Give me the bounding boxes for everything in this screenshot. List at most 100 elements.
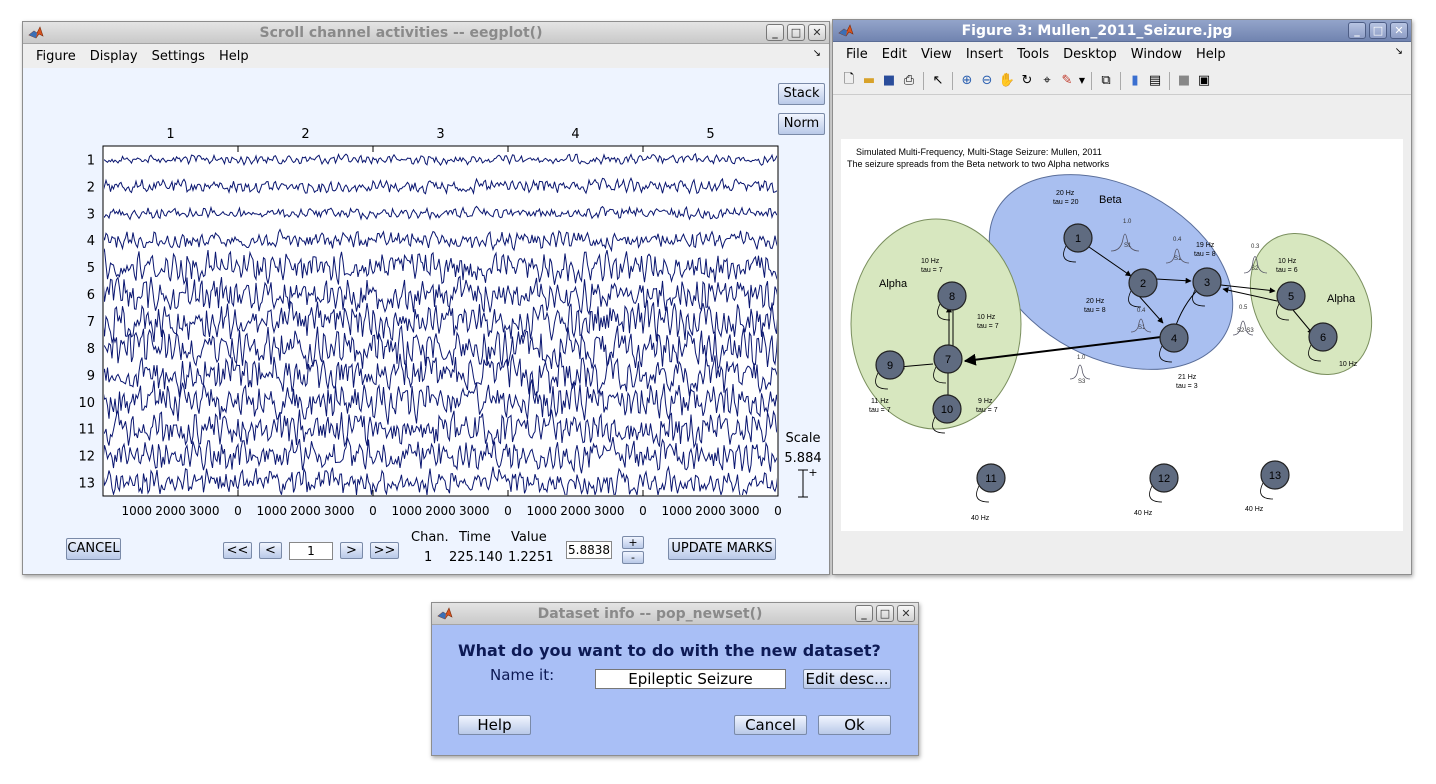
first-page-button[interactable]: << xyxy=(223,542,252,559)
eegplot-titlebar[interactable]: Scroll channel activities -- eegplot() _… xyxy=(23,22,829,44)
node-label: 10 xyxy=(941,404,953,416)
menu-dock-arrow-icon[interactable]: ↘ xyxy=(1394,46,1403,57)
figure3-titlebar[interactable]: Figure 3: Mullen_2011_Seizure.jpg _ □ ✕ xyxy=(833,20,1411,42)
channel-trace xyxy=(104,228,777,253)
close-button[interactable]: ✕ xyxy=(897,605,915,622)
menu-insert[interactable]: Insert xyxy=(965,46,1004,62)
menu-figure[interactable]: Figure xyxy=(36,48,76,64)
close-button[interactable]: ✕ xyxy=(808,24,826,41)
zoom-out-icon[interactable]: ⊖ xyxy=(981,73,993,88)
network-node xyxy=(932,394,962,424)
network-node xyxy=(1192,267,1222,297)
minimize-button[interactable]: _ xyxy=(766,24,784,41)
dock-icon[interactable]: ▣ xyxy=(1197,73,1211,88)
dropdown-icon[interactable]: ▼ xyxy=(1078,76,1086,85)
time-tick-label: 1000 xyxy=(661,504,692,518)
maximize-button[interactable]: □ xyxy=(787,24,805,41)
node-label: 1 xyxy=(1075,233,1081,245)
scale-value: 5.884 xyxy=(784,451,821,466)
node-label: 8 xyxy=(949,291,955,303)
menu-window[interactable]: Window xyxy=(1130,46,1183,62)
help-button[interactable]: Help xyxy=(458,715,531,735)
note-n2-tau: tau = 8 xyxy=(1084,307,1106,314)
maximize-button[interactable]: □ xyxy=(876,605,894,622)
dataset-titlebar[interactable]: Dataset info -- pop_newset() _ □ ✕ xyxy=(432,603,918,625)
time-header: Time xyxy=(459,530,491,545)
menu-desktop[interactable]: Desktop xyxy=(1063,46,1117,62)
note-n9-tau: tau = 7 xyxy=(869,407,891,414)
next-page-button[interactable]: > xyxy=(340,542,363,559)
scale-input[interactable] xyxy=(566,541,612,559)
menu-help[interactable]: Help xyxy=(1196,46,1226,62)
rotate-icon[interactable]: ↻ xyxy=(1021,73,1033,88)
node-label: 11 xyxy=(985,473,996,485)
scale-plus-button[interactable]: + xyxy=(622,536,644,549)
menu-display[interactable]: Display xyxy=(89,48,138,64)
menu-view[interactable]: View xyxy=(920,46,952,62)
matlab-logo-icon xyxy=(28,25,44,41)
menu-edit[interactable]: Edit xyxy=(881,46,907,62)
new-file-icon[interactable]: 🗋 xyxy=(843,71,855,87)
channel-label: 1 xyxy=(87,153,95,168)
minimize-button[interactable]: _ xyxy=(855,605,873,622)
channel-label: 3 xyxy=(87,207,95,222)
menu-settings[interactable]: Settings xyxy=(151,48,205,64)
hide-tools-icon[interactable]: ■ xyxy=(1177,73,1191,88)
edit-desc-button[interactable]: Edit desc... xyxy=(803,669,891,689)
prev-page-button[interactable]: < xyxy=(259,542,282,559)
seizure-network-diagram[interactable]: Simulated Multi-Frequency, Multi-Stage S… xyxy=(841,139,1403,531)
ok-button[interactable]: Ok xyxy=(818,715,891,735)
scale-minus-button[interactable]: - xyxy=(622,551,644,564)
time-tick-label: 2000 xyxy=(290,504,321,518)
value-header: Value xyxy=(511,530,547,545)
pan-icon[interactable]: ✋ xyxy=(998,73,1016,88)
last-page-button[interactable]: >> xyxy=(370,542,399,559)
menu-dock-arrow-icon[interactable]: ↘ xyxy=(812,48,821,59)
note-n10-tau: tau = 7 xyxy=(976,407,998,414)
open-folder-icon[interactable]: ▬ xyxy=(862,73,876,88)
legend-icon[interactable]: ▤ xyxy=(1148,73,1162,88)
menu-tools[interactable]: Tools xyxy=(1017,46,1050,62)
note-n13-freq: 40 Hz xyxy=(1245,506,1264,513)
save-icon[interactable]: ■ xyxy=(882,73,896,88)
time-tick-label: 0 xyxy=(234,504,242,518)
colorbar-icon[interactable]: ▮ xyxy=(1131,73,1139,88)
menu-help[interactable]: Help xyxy=(218,48,249,64)
time-tick-label: 0 xyxy=(639,504,647,518)
time-tick-label: 1000 xyxy=(526,504,557,518)
channel-trace xyxy=(104,435,777,474)
channel-trace xyxy=(104,177,777,196)
note-n7-freq: 10 Hz xyxy=(977,314,996,321)
coupling-c47-strength: 1.0 xyxy=(1077,355,1086,361)
menu-file[interactable]: File xyxy=(846,46,868,62)
node-label: 6 xyxy=(1320,332,1326,344)
node-label: 5 xyxy=(1288,291,1294,303)
maximize-button[interactable]: □ xyxy=(1369,22,1387,39)
close-button[interactable]: ✕ xyxy=(1390,22,1408,39)
print-icon[interactable]: ⎙ xyxy=(903,73,915,88)
coupling-c53-stage: S2-S3 xyxy=(1237,328,1254,334)
page-input[interactable] xyxy=(289,542,333,560)
zoom-in-icon[interactable]: ⊕ xyxy=(961,73,973,88)
window-title: Scroll channel activities -- eegplot() xyxy=(259,25,543,41)
stack-button[interactable]: Stack xyxy=(778,83,825,105)
update-marks-button[interactable]: UPDATE MARKS xyxy=(668,538,776,560)
time-tick-label: 2000 xyxy=(155,504,186,518)
link-icon[interactable]: ⧉ xyxy=(1101,73,1111,88)
minimize-button[interactable]: _ xyxy=(1348,22,1366,39)
channel-trace xyxy=(104,465,777,495)
brush-icon[interactable]: ✎ xyxy=(1061,73,1073,88)
cancel-button[interactable]: Cancel xyxy=(734,715,807,735)
note-n4-tau: tau = 3 xyxy=(1176,383,1198,390)
cancel-button[interactable]: CANCEL xyxy=(66,538,121,560)
network-node xyxy=(937,281,967,311)
pointer-icon[interactable]: ↖ xyxy=(932,73,944,88)
channel-trace xyxy=(104,324,777,372)
norm-button[interactable]: Norm xyxy=(778,113,825,135)
coupling-c12-stage: S1 xyxy=(1124,243,1132,249)
data-cursor-icon[interactable]: ⌖ xyxy=(1043,73,1051,88)
dataset-name-input[interactable] xyxy=(595,669,786,689)
alpha-left-label: Alpha xyxy=(879,278,908,290)
